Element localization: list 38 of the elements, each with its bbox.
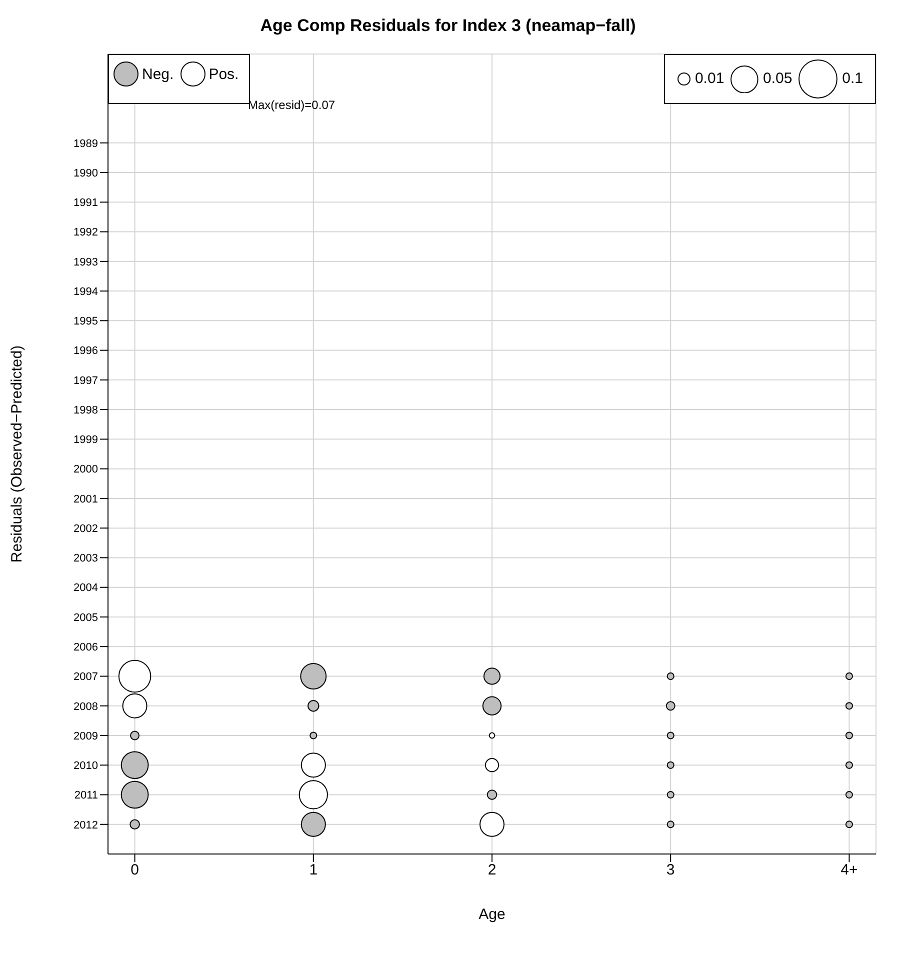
- y-tick-label: 2011: [74, 790, 98, 802]
- y-tick-label: 1998: [74, 404, 98, 416]
- x-tick-label: 0: [130, 862, 139, 879]
- y-tick-label: 2006: [74, 642, 98, 654]
- x-tick-label: 2: [488, 862, 496, 879]
- legend-label: Neg.: [142, 66, 174, 82]
- y-tick-label: 2000: [74, 464, 98, 476]
- x-axis-title: Age: [478, 906, 506, 923]
- y-tick-label: 2010: [74, 760, 98, 772]
- y-tick-label: 2009: [74, 730, 98, 742]
- y-tick-label: 1989: [74, 138, 98, 150]
- y-tick-label: 2005: [74, 612, 98, 624]
- x-tick-label: 1: [309, 862, 318, 879]
- x-tick-label: 4+: [840, 862, 858, 879]
- legend-label: 0.1: [842, 70, 863, 88]
- y-tick-label: 1999: [74, 434, 98, 446]
- legend-label: 0.01: [694, 70, 724, 88]
- y-axis-title: Residuals (Observed−Predicted): [8, 345, 26, 563]
- y-tick-label: 2001: [74, 493, 98, 506]
- y-tick-label: 2002: [74, 522, 98, 535]
- y-tick-label: 1991: [74, 197, 98, 210]
- y-tick-label: 1994: [74, 286, 98, 298]
- y-tick-label: 1990: [74, 167, 98, 180]
- y-tick-label: 2008: [74, 700, 98, 713]
- y-tick-label: 1993: [74, 256, 98, 268]
- legend-label: 0.05: [763, 70, 792, 88]
- chart-title: Age Comp Residuals for Index 3 (neamap−fall): [259, 15, 637, 37]
- legend-label: Pos.: [208, 66, 239, 82]
- y-tick-label: 1997: [74, 374, 98, 387]
- y-tick-label: 2003: [74, 552, 98, 565]
- y-tick-label: 1996: [74, 345, 98, 358]
- y-tick-label: 2012: [74, 819, 98, 832]
- y-tick-label: 1992: [74, 226, 98, 239]
- y-tick-label: 1995: [74, 316, 98, 328]
- y-tick-label: 2007: [74, 671, 98, 684]
- x-tick-label: 3: [666, 862, 675, 879]
- annotation: Max(resid)=0.07: [248, 98, 336, 112]
- y-tick-label: 2004: [74, 582, 98, 594]
